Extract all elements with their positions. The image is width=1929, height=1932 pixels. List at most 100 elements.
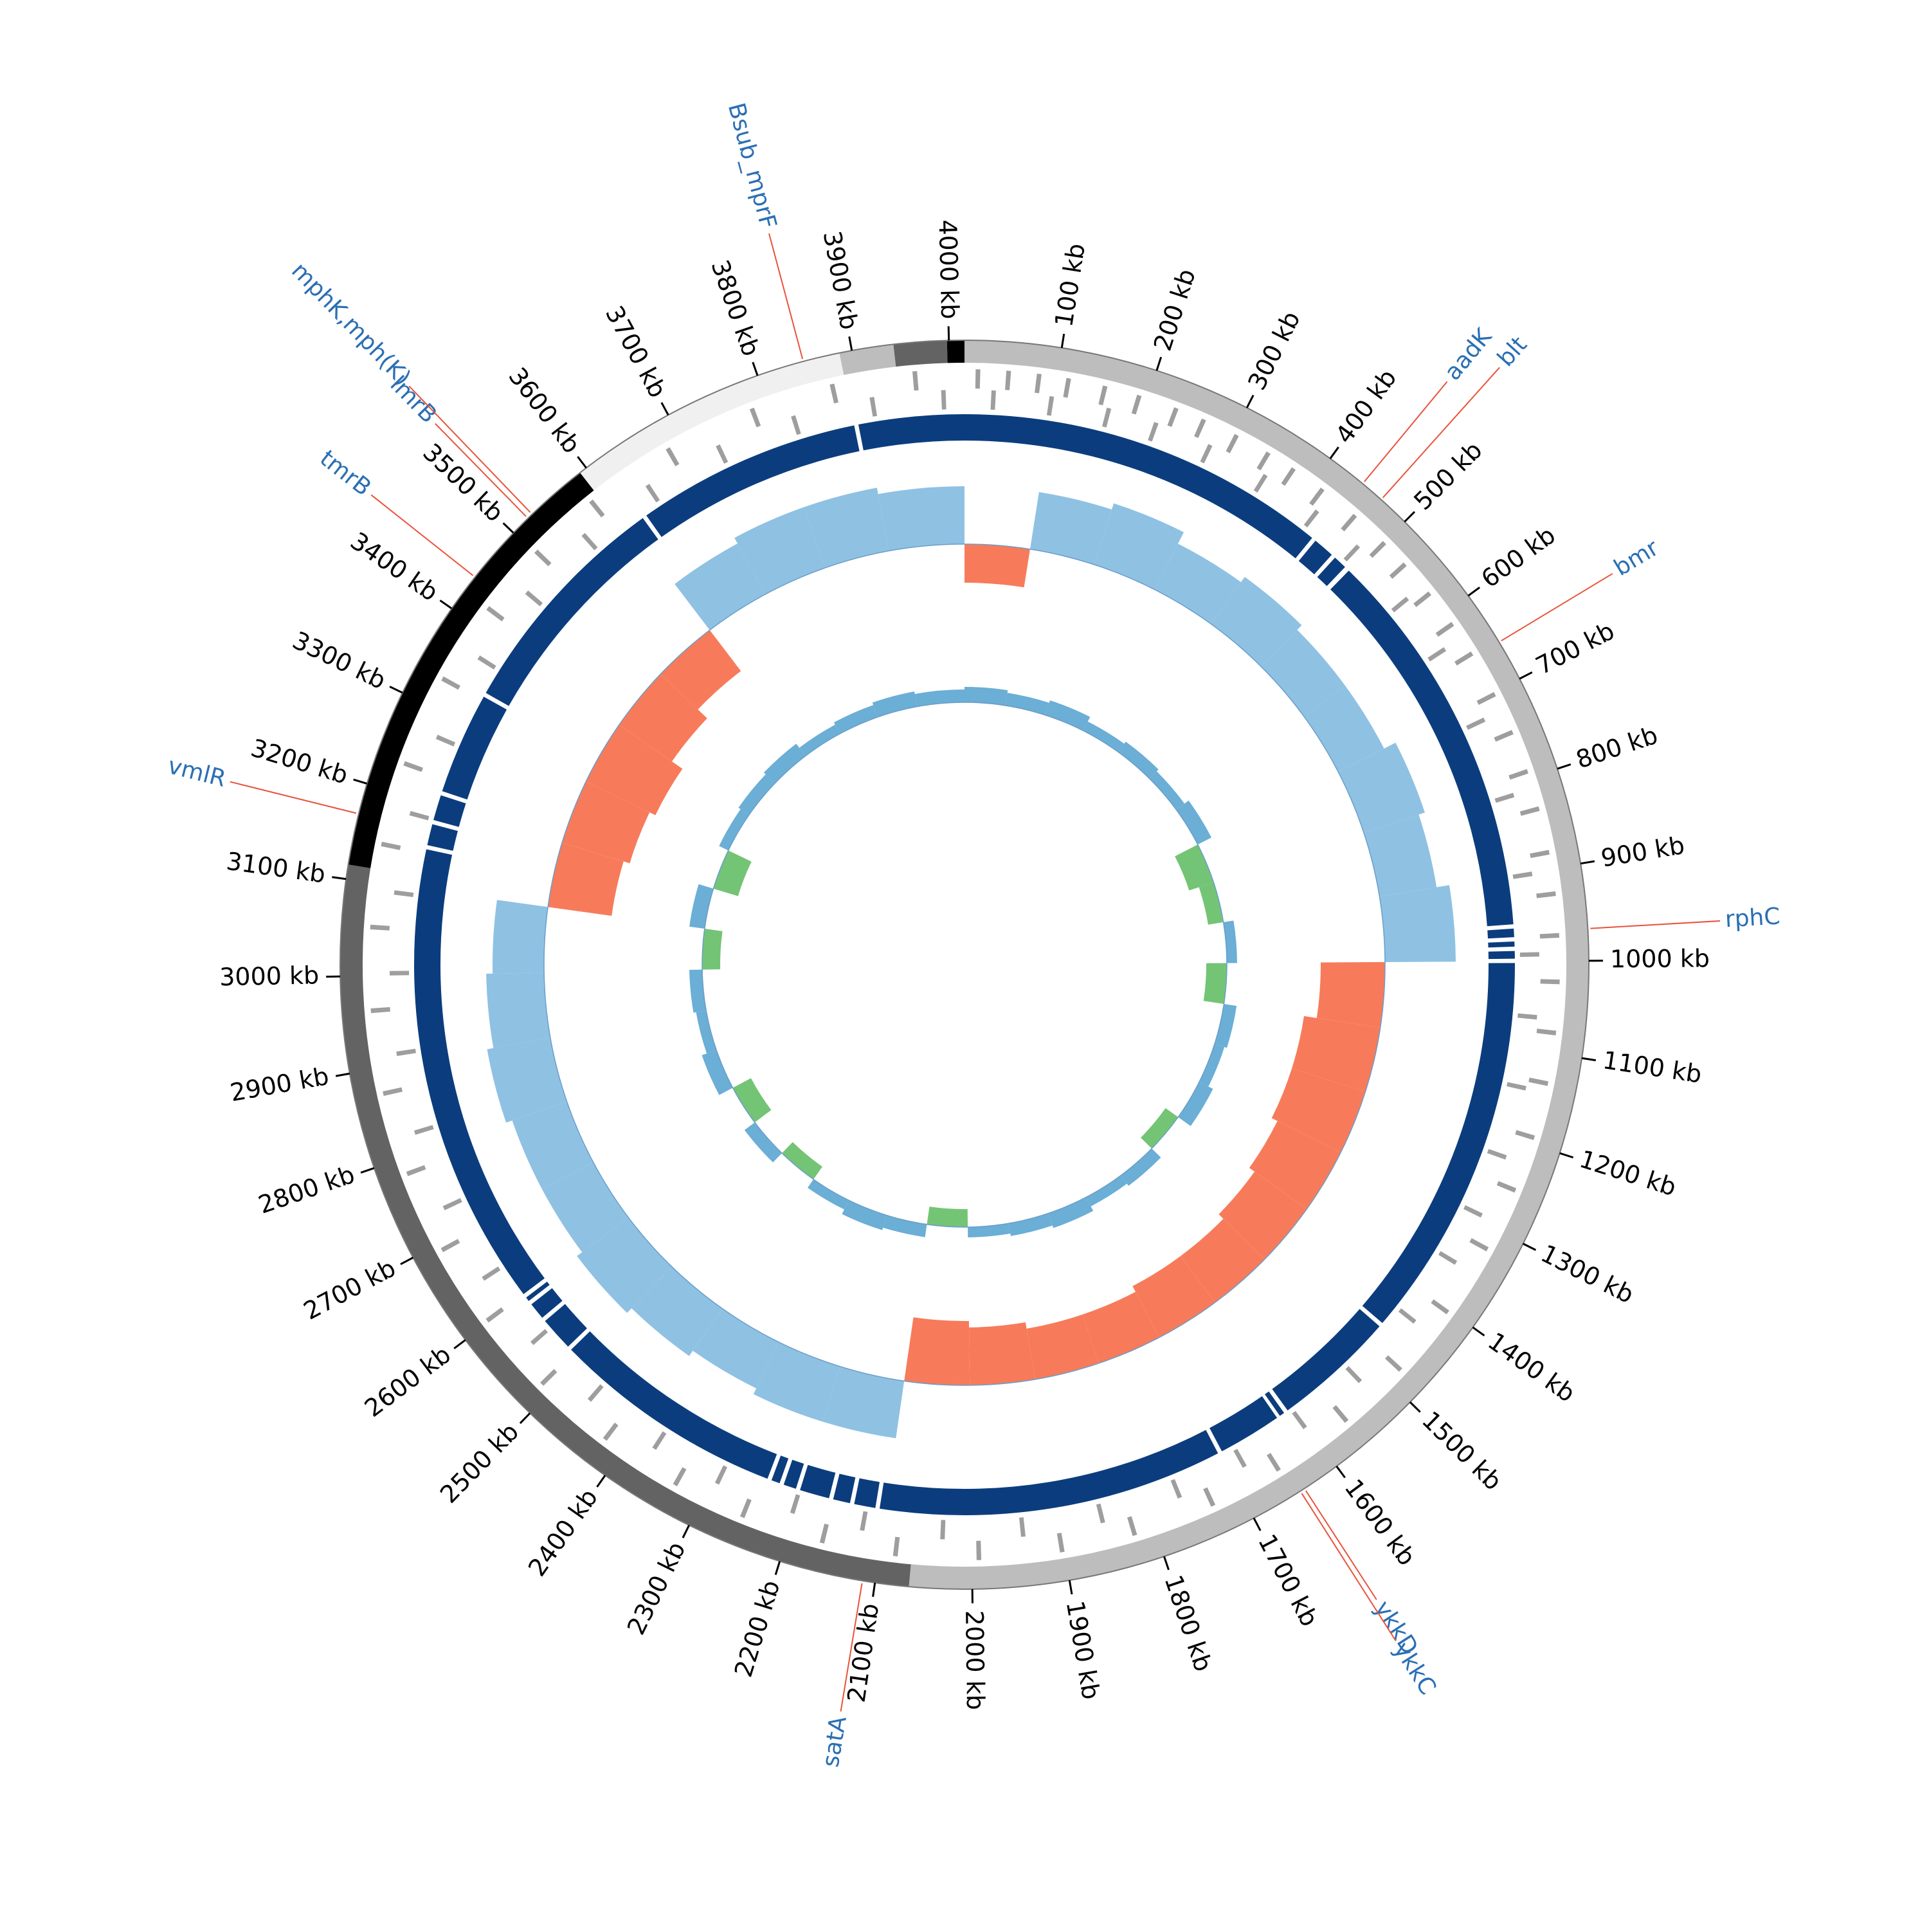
- tick-mark: [1062, 334, 1064, 348]
- x-tick-label: 1800 kb: [1159, 1571, 1218, 1675]
- gene-forward: [975, 369, 981, 388]
- tick-mark: [1069, 1580, 1072, 1594]
- gene-reverse: [1254, 474, 1268, 493]
- gene-reverse: [1200, 444, 1213, 463]
- gc-content-bar: [878, 486, 964, 551]
- x-tick-label: 1500 kb: [1417, 1406, 1507, 1496]
- gc-skew-bar: [1048, 1198, 1093, 1228]
- block-segment: [800, 1465, 835, 1499]
- tick-mark: [390, 687, 403, 693]
- gc-skew-bar: [883, 1216, 927, 1237]
- x-tick-label: 2300 kb: [622, 1537, 691, 1639]
- gc-skew-bar: [1006, 693, 1049, 715]
- gene-forward: [1005, 370, 1011, 390]
- gene-reverse: [646, 484, 660, 502]
- gene-forward: [1537, 1028, 1557, 1035]
- tick-mark: [1337, 1466, 1345, 1478]
- gene-reverse: [410, 811, 430, 821]
- x-tick-label: 700 kb: [1531, 617, 1618, 680]
- contig-segment: [909, 340, 1589, 1589]
- x-tick-label: 1000 kb: [1610, 944, 1710, 973]
- gene-forward: [1477, 692, 1496, 705]
- gene-reverse: [1507, 1082, 1526, 1090]
- gc-skew-bar: [915, 689, 964, 707]
- x-tick-label: 100 kb: [1049, 241, 1091, 329]
- annotation-label: satA: [817, 1714, 852, 1769]
- gc-skew-bar: [808, 1180, 849, 1210]
- x-tick-label: 1100 kb: [1601, 1046, 1704, 1089]
- gene-forward: [1194, 419, 1206, 438]
- gene-forward: [976, 1541, 981, 1560]
- gene-reverse: [390, 971, 409, 975]
- gene-reverse: [525, 590, 543, 606]
- x-tick-label: 3200 kb: [248, 734, 351, 790]
- gene-reverse: [581, 533, 597, 551]
- gene-forward: [406, 1165, 426, 1176]
- tick-mark: [503, 523, 514, 533]
- gene-forward: [589, 500, 604, 518]
- gene-forward: [1341, 514, 1357, 531]
- gene-reverse: [1233, 1449, 1247, 1468]
- block-segment: [545, 1304, 587, 1347]
- x-tick-label: 600 kb: [1476, 521, 1561, 594]
- gc-skew-bar: [702, 929, 723, 970]
- tick-mark: [1468, 587, 1480, 596]
- gene-forward: [1413, 592, 1431, 607]
- x-tick-label: 3300 kb: [288, 626, 390, 695]
- gc-skew-bar: [1150, 771, 1184, 810]
- gene-forward: [1454, 652, 1473, 666]
- x-tick-label: 3700 kb: [600, 301, 672, 402]
- gene-forward: [534, 550, 552, 567]
- x-tick-label: 3900 kb: [818, 229, 864, 332]
- gene-forward: [740, 1499, 752, 1518]
- gene-forward: [1132, 395, 1142, 415]
- gene-forward: [485, 1308, 503, 1323]
- gene-forward: [1390, 563, 1407, 579]
- gc-skew-bar: [1009, 1214, 1053, 1236]
- annotation-label: blt: [1492, 332, 1532, 372]
- gene-forward: [1494, 730, 1513, 742]
- block-segment: [858, 414, 964, 450]
- gene-forward: [441, 677, 460, 690]
- gene-reverse: [394, 890, 414, 897]
- gc-content-bar: [1379, 885, 1456, 962]
- gene-forward: [1528, 1077, 1548, 1086]
- gene-reverse: [443, 1198, 462, 1210]
- gene-reverse: [436, 734, 455, 746]
- gene-reverse: [941, 390, 946, 409]
- gene-forward: [1226, 434, 1239, 453]
- x-tick-label: 200 kb: [1148, 266, 1201, 354]
- tick-mark: [849, 336, 852, 351]
- gene-forward: [912, 371, 919, 390]
- tick-mark: [440, 601, 451, 609]
- tick-mark: [361, 1168, 374, 1172]
- gene-forward: [1203, 1488, 1215, 1507]
- contig-segment: [580, 353, 844, 491]
- gc-skew-bar: [799, 725, 840, 756]
- tick-mark: [948, 326, 949, 340]
- block-segment: [1489, 951, 1515, 960]
- gene-reverse: [1399, 1308, 1417, 1324]
- block-segment: [1488, 942, 1514, 947]
- gene-forward: [893, 1537, 900, 1557]
- gene-reverse: [1019, 1517, 1026, 1537]
- gene-reverse: [396, 1049, 416, 1056]
- gc-skew-bar: [719, 809, 749, 850]
- tick-mark: [662, 403, 668, 415]
- tick-mark: [683, 1525, 689, 1538]
- gene-forward: [1540, 933, 1559, 939]
- tick-mark: [1557, 764, 1571, 769]
- block-segment: [1487, 929, 1514, 938]
- tick-mark: [1410, 1402, 1420, 1412]
- tick-mark: [577, 457, 586, 468]
- gene-reverse: [869, 397, 877, 417]
- tick-mark: [1560, 1153, 1573, 1158]
- gene-forward: [1127, 1517, 1137, 1536]
- gc-skew-bar: [1083, 722, 1125, 752]
- gc-content-bar: [969, 1322, 1035, 1385]
- gene-reverse: [1466, 718, 1485, 730]
- gc-skew-bar: [1046, 700, 1091, 731]
- x-tick-label: 1300 kb: [1537, 1239, 1638, 1309]
- gene-forward: [1098, 385, 1107, 405]
- gc-skew-bar: [738, 774, 775, 815]
